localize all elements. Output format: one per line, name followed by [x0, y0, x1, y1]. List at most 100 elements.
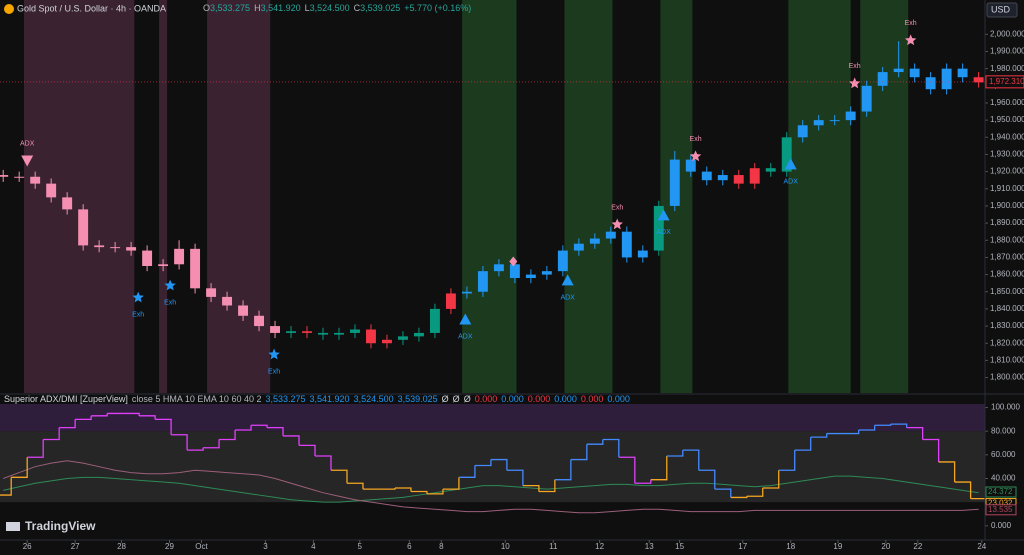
- candle-body: [429, 308, 440, 333]
- adx-step: [203, 439, 220, 449]
- candle-body: [701, 171, 712, 181]
- signal-zone: [462, 0, 517, 393]
- signal-marker: [268, 348, 280, 360]
- candle-body: [174, 248, 185, 265]
- adx-step: [698, 469, 716, 490]
- candle-body: [238, 305, 249, 316]
- adx-step: [187, 447, 204, 451]
- indicator-pane: 100.00080.00060.00040.00020.0000.00024.3…: [0, 403, 1020, 530]
- signal-label: Exh: [905, 20, 917, 27]
- adx-step: [730, 496, 748, 499]
- x-tick-label: Oct: [195, 542, 208, 551]
- x-tick-label: 20: [881, 542, 890, 551]
- y-tick-label: 1,840.000: [990, 304, 1024, 313]
- y-tick-label: 1,890.000: [990, 218, 1024, 227]
- adx-step: [139, 415, 156, 420]
- signal-marker: [164, 279, 176, 291]
- adx-step: [219, 430, 236, 441]
- adx-step: [762, 470, 780, 489]
- candle-body: [158, 264, 169, 267]
- header: Gold Spot / U.S. Dollar · 4h · OANDA O3,…: [4, 2, 1018, 18]
- indicator-value: Ø: [464, 394, 471, 404]
- ohlc-value: 3,539.025: [360, 3, 400, 13]
- x-tick-label: 28: [117, 542, 126, 551]
- adx-step: [842, 430, 860, 435]
- y-tick-label: 0.000: [991, 521, 1012, 530]
- candle-body: [0, 175, 9, 177]
- signal-zone: [564, 0, 613, 393]
- candle-body: [397, 336, 408, 340]
- y-tick-label: 60.000: [991, 450, 1016, 459]
- end-value-box: [985, 504, 1017, 516]
- signal-zone: [207, 0, 271, 393]
- adx-step: [11, 457, 28, 478]
- y-tick-label: 1,940.000: [990, 132, 1024, 141]
- adx-step: [394, 487, 412, 492]
- level-band: [0, 404, 985, 432]
- adx-step: [890, 423, 908, 428]
- indicator-value: 0.000: [501, 394, 524, 404]
- adx-step: [91, 413, 108, 417]
- candle-body: [717, 175, 728, 181]
- candle-body: [653, 205, 664, 251]
- level-band: [0, 431, 985, 503]
- signal-zone: [788, 0, 851, 393]
- x-tick-label: 3: [263, 542, 268, 551]
- candle-body: [861, 85, 872, 112]
- y-tick-label: 1,950.000: [990, 115, 1024, 124]
- signal-label: Exh: [690, 136, 702, 143]
- candle-body: [733, 175, 744, 184]
- adx-step: [522, 484, 540, 492]
- x-tick-label: 26: [23, 542, 32, 551]
- candle-body: [142, 250, 153, 267]
- currency[interactable]: USD: [991, 4, 1011, 14]
- signal-marker: [21, 155, 34, 167]
- adx-step: [810, 433, 828, 438]
- candle-body: [525, 274, 536, 279]
- candle-body: [270, 326, 280, 333]
- signal-marker: [904, 34, 917, 46]
- y-tick-label: 1,990.000: [990, 47, 1024, 56]
- candle-body: [829, 120, 840, 122]
- candle-body: [797, 125, 808, 138]
- adx-step: [746, 487, 764, 497]
- candle-body: [973, 77, 984, 83]
- x-tick-label: 17: [738, 542, 747, 551]
- signal-label: Exh: [849, 63, 861, 70]
- adx-step: [315, 455, 332, 471]
- candle-body: [669, 159, 680, 206]
- currency-button[interactable]: [986, 2, 1018, 18]
- ohlc-key: C: [354, 3, 361, 13]
- candle-body: [749, 168, 760, 184]
- x-tick-label: 15: [675, 542, 684, 551]
- candle-body: [541, 271, 552, 275]
- ohlc-key: O: [203, 3, 210, 13]
- adx-step: [251, 424, 268, 428]
- y-tick-label: 1,900.000: [990, 201, 1024, 210]
- y-tick-label: 1,910.000: [990, 184, 1024, 193]
- candle-body: [14, 176, 25, 178]
- candle-body: [62, 197, 73, 210]
- candle-body: [877, 72, 888, 86]
- end-value-label: 23.032: [988, 499, 1013, 508]
- adx-step: [506, 469, 524, 486]
- indicator-value: 0.000: [528, 394, 551, 404]
- indicator-value: 3,539.025: [398, 394, 438, 404]
- candle-body: [493, 264, 504, 272]
- indicator-params: close 5 HMA 10 EMA 10 60 40 2: [132, 394, 262, 404]
- candle-body: [813, 120, 824, 126]
- candle-body: [909, 68, 920, 78]
- candle-body: [206, 288, 217, 297]
- candle-body: [110, 247, 121, 249]
- y-tick-label: 1,830.000: [990, 321, 1024, 330]
- adx-step: [299, 444, 316, 457]
- last-price-box: [985, 75, 1024, 89]
- adx-step: [426, 489, 444, 495]
- candle-body: [382, 339, 392, 344]
- indicator-legend: Superior ADX/DMI [ZuperView] close 5 HMA …: [4, 394, 630, 404]
- adx-step: [75, 415, 92, 421]
- candle-body: [925, 77, 936, 90]
- adx-step: [346, 482, 364, 490]
- candle-body: [334, 332, 344, 335]
- y-tick-label: 40.000: [991, 474, 1016, 483]
